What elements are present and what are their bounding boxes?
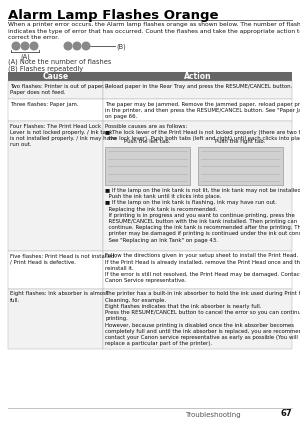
Text: (B): (B) [116, 44, 126, 50]
Text: 67: 67 [280, 409, 292, 418]
Text: Eight flashes: Ink absorber is almost
full.: Eight flashes: Ink absorber is almost fu… [10, 292, 108, 303]
Text: Cause: Cause [42, 72, 69, 81]
Text: Push the left tab.: Push the left tab. [124, 139, 171, 144]
Text: (B) Flashes repeatedly: (B) Flashes repeatedly [8, 65, 83, 72]
Text: Possible causes are as follows:
■ The lock lever of the Print Head is not locked: Possible causes are as follows: ■ The lo… [105, 124, 300, 141]
Circle shape [12, 42, 20, 50]
FancyBboxPatch shape [8, 251, 103, 289]
FancyBboxPatch shape [103, 99, 292, 121]
Text: The paper may be jammed. Remove the jammed paper, reload paper properly
in the p: The paper may be jammed. Remove the jamm… [105, 102, 300, 119]
Text: Follow the directions given in your setup sheet to install the Print Head.
If th: Follow the directions given in your setu… [105, 253, 300, 283]
Text: ■ If the lamp on the ink tank is not lit, the ink tank may not be installed prop: ■ If the lamp on the ink tank is not lit… [105, 188, 300, 243]
Text: When a printer error occurs, the Alarm lamp flashes orange as shown below. The n: When a printer error occurs, the Alarm l… [8, 22, 300, 40]
Text: Reload paper in the Rear Tray and press the RESUME/CANCEL button.: Reload paper in the Rear Tray and press … [105, 83, 292, 88]
FancyBboxPatch shape [8, 81, 103, 99]
Text: Action: Action [184, 72, 211, 81]
Text: (A): (A) [20, 53, 30, 60]
Text: Troubleshooting: Troubleshooting [185, 412, 241, 418]
Text: Five flashes: Print Head is not installed.
/ Print Head is defective.: Five flashes: Print Head is not installe… [10, 253, 116, 265]
FancyBboxPatch shape [103, 81, 292, 99]
FancyBboxPatch shape [8, 72, 103, 81]
Text: Alarm Lamp Flashes Orange: Alarm Lamp Flashes Orange [8, 9, 218, 22]
Text: Three flashes: Paper jam.: Three flashes: Paper jam. [10, 102, 79, 107]
Circle shape [73, 42, 81, 50]
FancyBboxPatch shape [103, 251, 292, 289]
Circle shape [82, 42, 90, 50]
Circle shape [30, 42, 38, 50]
FancyBboxPatch shape [8, 121, 103, 251]
FancyBboxPatch shape [103, 72, 292, 81]
FancyBboxPatch shape [103, 121, 292, 251]
FancyBboxPatch shape [8, 99, 103, 121]
Text: The printer has a built-in ink absorber to hold the ink used during Print Head
C: The printer has a built-in ink absorber … [105, 292, 300, 346]
Text: Two flashes: Printer is out of paper. /
Paper does not feed.: Two flashes: Printer is out of paper. / … [10, 83, 108, 95]
FancyBboxPatch shape [198, 147, 283, 185]
Text: Push the right tab.: Push the right tab. [215, 139, 266, 144]
FancyBboxPatch shape [105, 147, 190, 185]
Text: Four Flashes: The Print Head Lock
Lever is not locked properly. / Ink tank
is no: Four Flashes: The Print Head Lock Lever … [10, 124, 116, 147]
Circle shape [64, 42, 72, 50]
Circle shape [21, 42, 29, 50]
FancyBboxPatch shape [103, 289, 292, 349]
Text: (A) Note the number of flashes: (A) Note the number of flashes [8, 59, 111, 65]
FancyBboxPatch shape [8, 289, 103, 349]
